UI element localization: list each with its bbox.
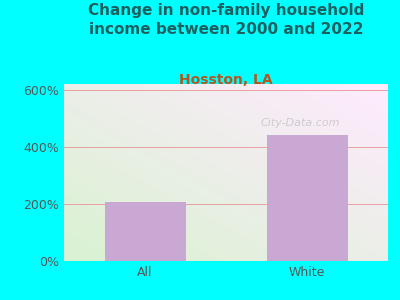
Bar <box>266 135 348 261</box>
Text: Change in non-family household
income between 2000 and 2022: Change in non-family household income be… <box>88 3 364 37</box>
Bar <box>104 202 186 261</box>
Text: City-Data.com: City-Data.com <box>261 118 340 128</box>
Text: Hosston, LA: Hosston, LA <box>179 74 273 88</box>
